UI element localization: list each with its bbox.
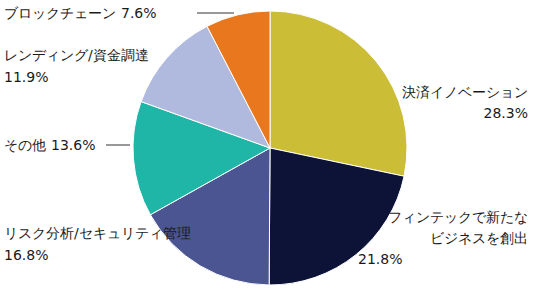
slice-label: その他 13.6% bbox=[4, 137, 95, 153]
slices bbox=[133, 11, 407, 285]
value-label: 11.9% bbox=[4, 69, 48, 85]
pie-slice bbox=[270, 11, 407, 176]
category-label: フィンテックで新たなビジネスを創出 bbox=[388, 209, 528, 246]
category-label: レンディング/資金調達 bbox=[4, 47, 149, 63]
category-label: リスク分析/セキュリティ管理 bbox=[4, 225, 191, 241]
pie-chart: 決済イノベーション 28.3% フィンテックで新たなビジネスを創出 21.8% リスク分… bbox=[0, 0, 540, 302]
leader-line bbox=[197, 13, 234, 14]
category-label: ブロックチェーン bbox=[4, 5, 116, 21]
chart-container: 決済イノベーション 28.3% フィンテックで新たなビジネスを創出 21.8% リスク分… bbox=[0, 0, 540, 302]
value-label: 16.8% bbox=[4, 247, 48, 263]
pie-slice bbox=[207, 11, 270, 148]
slice-label: ブロックチェーン 7.6% bbox=[4, 5, 157, 21]
labels: 決済イノベーション 28.3% フィンテックで新たなビジネスを創出 21.8% リスク分… bbox=[4, 5, 528, 267]
value-label: 28.3% bbox=[484, 105, 528, 121]
category-label: 決済イノベーション bbox=[402, 84, 528, 100]
value-label: 7.6% bbox=[121, 5, 157, 21]
value-label: 13.6% bbox=[51, 137, 95, 153]
category-label: その他 bbox=[4, 137, 46, 153]
pie-slice bbox=[269, 148, 404, 285]
value-label: 21.8% bbox=[358, 251, 402, 267]
leader-line bbox=[106, 145, 130, 146]
